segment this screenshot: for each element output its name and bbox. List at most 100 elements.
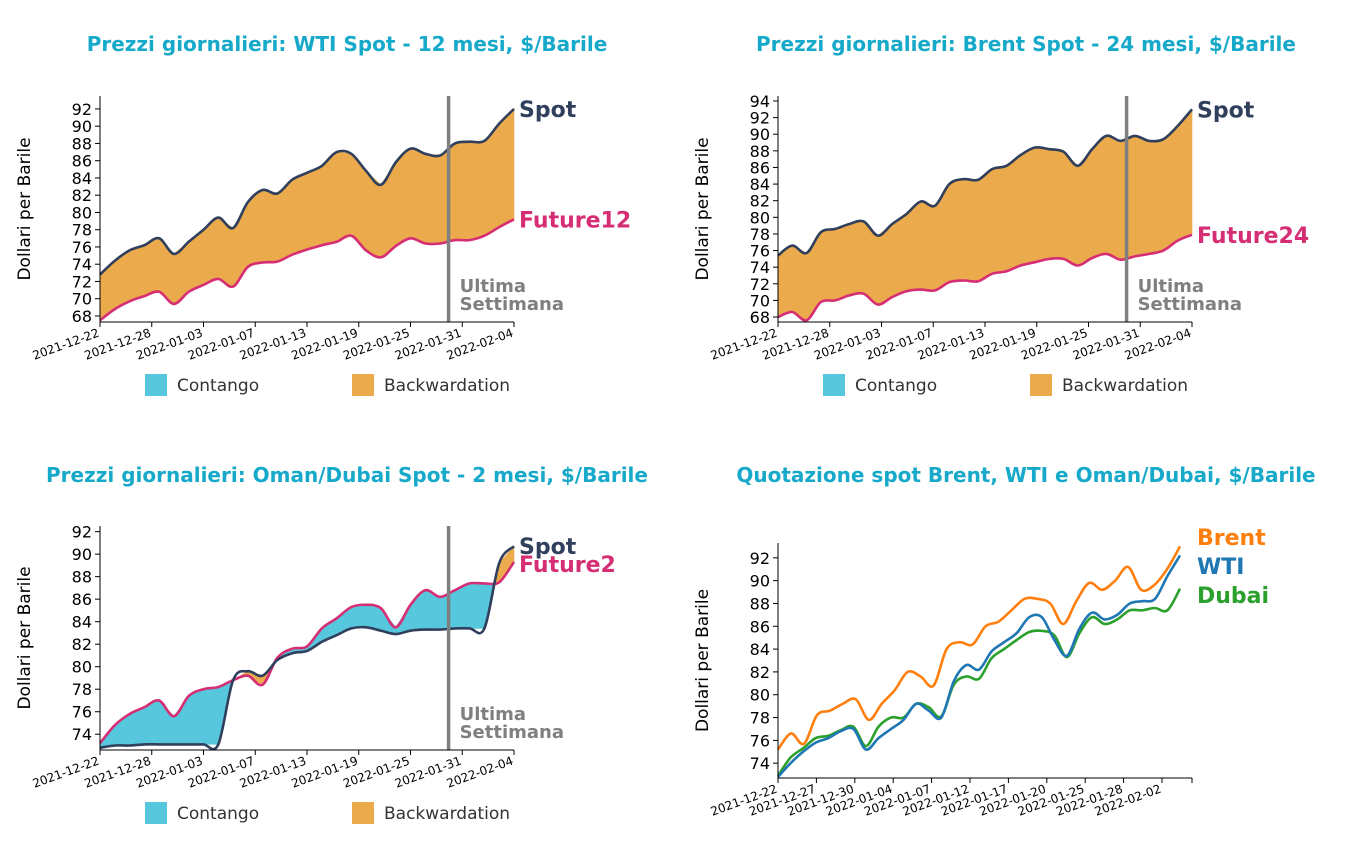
spot-end-label: Spot xyxy=(519,98,577,123)
y-tick-label: 82 xyxy=(750,192,770,211)
y-tick-label: 92 xyxy=(72,100,92,119)
spread-fill-segment xyxy=(454,141,470,241)
y-tick-label: 86 xyxy=(750,617,770,636)
spread-fill-segment xyxy=(144,237,160,297)
spread-fill-segment xyxy=(834,223,850,301)
legend-swatch-contango xyxy=(145,802,167,824)
y-tick-label: 72 xyxy=(72,272,92,291)
spread-fill-segment xyxy=(791,245,807,321)
y-tick-label: 88 xyxy=(750,594,770,613)
legend-label-wti: WTI xyxy=(1197,555,1244,580)
chart-1-title: Prezzi giornalieri: WTI Spot - 12 mesi, … xyxy=(86,32,608,56)
spread-fill-segment xyxy=(351,604,367,629)
y-tick-label: 94 xyxy=(750,92,770,111)
spread-fill-segment xyxy=(321,151,337,246)
y-tick-label: 86 xyxy=(72,152,92,171)
spread-fill-segment xyxy=(129,244,145,302)
legend-swatch-backwardation xyxy=(352,802,374,824)
y-tick-label: 90 xyxy=(750,572,770,591)
spread-fill-segment xyxy=(188,688,204,745)
y-tick-label: 70 xyxy=(750,291,770,310)
legend-swatch-backwardation xyxy=(352,374,374,396)
spread-fill-segment xyxy=(1134,135,1150,257)
spread-fill-segment xyxy=(173,695,190,745)
future-line xyxy=(777,233,1193,322)
legend-swatch-backwardation xyxy=(1030,374,1052,396)
legend-swatch-contango xyxy=(145,374,167,396)
spread-fill-segment xyxy=(777,244,793,318)
y-tick-label: 74 xyxy=(72,255,92,274)
spread-fill-segment xyxy=(247,189,263,268)
y-axis-label: Dollari per Barile xyxy=(15,566,35,709)
y-tick-label: 82 xyxy=(72,635,92,654)
last-week-label: Settimana xyxy=(460,294,564,315)
y-tick-label: 90 xyxy=(72,117,92,136)
spread-fill-segment xyxy=(1148,138,1164,255)
spread-fill-segment xyxy=(820,228,836,303)
y-tick-label: 68 xyxy=(72,307,92,326)
y-tick-label: 92 xyxy=(750,549,770,568)
y-tick-label: 88 xyxy=(72,568,92,587)
future-line xyxy=(99,218,515,322)
spread-fill-segment xyxy=(934,183,950,291)
last-week-label: Settimana xyxy=(1138,294,1242,315)
y-tick-label: 88 xyxy=(750,142,770,161)
chart-4: BrentWTIDubai747678808284868890922021-12… xyxy=(693,526,1269,819)
chart-3-title: Prezzi giornalieri: Oman/Dubai Spot - 2 … xyxy=(46,463,648,487)
chart-2-title: Prezzi giornalieri: Brent Spot - 24 mesi… xyxy=(756,32,1296,56)
y-tick-label: 70 xyxy=(72,290,92,309)
y-tick-label: 84 xyxy=(750,640,770,659)
spread-fill-segment xyxy=(424,153,441,244)
legend-label-contango: Contango xyxy=(855,376,937,396)
legend-label-backwardation: Backwardation xyxy=(384,804,510,824)
y-tick-label: 76 xyxy=(750,731,770,750)
y-tick-label: 82 xyxy=(72,186,92,205)
y-tick-label: 92 xyxy=(750,109,770,128)
y-tick-label: 84 xyxy=(72,169,92,188)
chart-4-title: Quotazione spot Brent, WTI e Oman/Dubai,… xyxy=(736,463,1316,487)
y-axis-label: Dollari per Barile xyxy=(693,589,713,732)
y-tick-label: 80 xyxy=(72,203,92,222)
spread-fill-segment xyxy=(1091,135,1107,259)
legend-label-contango: Contango xyxy=(177,804,259,824)
spread-fill-segment xyxy=(336,151,352,243)
legend-label-backwardation: Backwardation xyxy=(1062,376,1188,396)
legend-label-brent: Brent xyxy=(1197,526,1266,551)
y-tick-label: 74 xyxy=(750,754,770,773)
y-tick-label: 82 xyxy=(750,663,770,682)
spread-fill-segment xyxy=(469,140,485,241)
series-line-wti xyxy=(777,554,1182,778)
y-tick-label: 78 xyxy=(750,709,770,728)
spread-fill-segment xyxy=(906,200,922,292)
y-tick-label: 76 xyxy=(72,238,92,257)
spot-line xyxy=(99,107,515,276)
spread-fill-segment xyxy=(262,189,278,263)
future-end-label: Future12 xyxy=(519,208,631,233)
spread-fill-segment xyxy=(395,147,411,247)
y-tick-label: 88 xyxy=(72,134,92,153)
last-week-label: Settimana xyxy=(460,722,564,743)
spread-fill-segment xyxy=(410,148,426,244)
y-tick-label: 80 xyxy=(750,208,770,227)
y-tick-label: 92 xyxy=(72,523,92,542)
y-tick-label: 74 xyxy=(750,258,770,277)
spread-fill-segment xyxy=(1020,147,1036,266)
spread-fill-segment xyxy=(991,165,1007,275)
y-tick-label: 78 xyxy=(72,680,92,699)
spread-fill-segment xyxy=(498,108,515,228)
spread-fill-segment xyxy=(203,686,219,745)
spread-fill-segment xyxy=(963,178,979,282)
last-week-label: Ultima xyxy=(460,276,526,297)
spread-fill-segment xyxy=(291,172,308,256)
future-end-label: Future24 xyxy=(1197,224,1309,249)
spread-fill-segment xyxy=(1034,147,1050,263)
future-line xyxy=(98,561,516,745)
spread-fill-segment xyxy=(920,201,936,291)
spot-end-label: Spot xyxy=(519,535,577,560)
spread-fill-segment xyxy=(849,221,864,296)
y-axis-label: Dollari per Barile xyxy=(15,137,35,280)
y-tick-label: 84 xyxy=(750,175,770,194)
last-week-label: Ultima xyxy=(1138,276,1204,297)
